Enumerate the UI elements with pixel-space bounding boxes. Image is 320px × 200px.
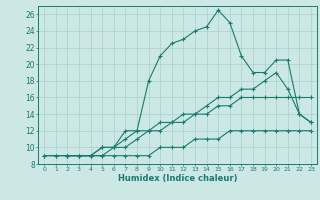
X-axis label: Humidex (Indice chaleur): Humidex (Indice chaleur) — [118, 174, 237, 183]
